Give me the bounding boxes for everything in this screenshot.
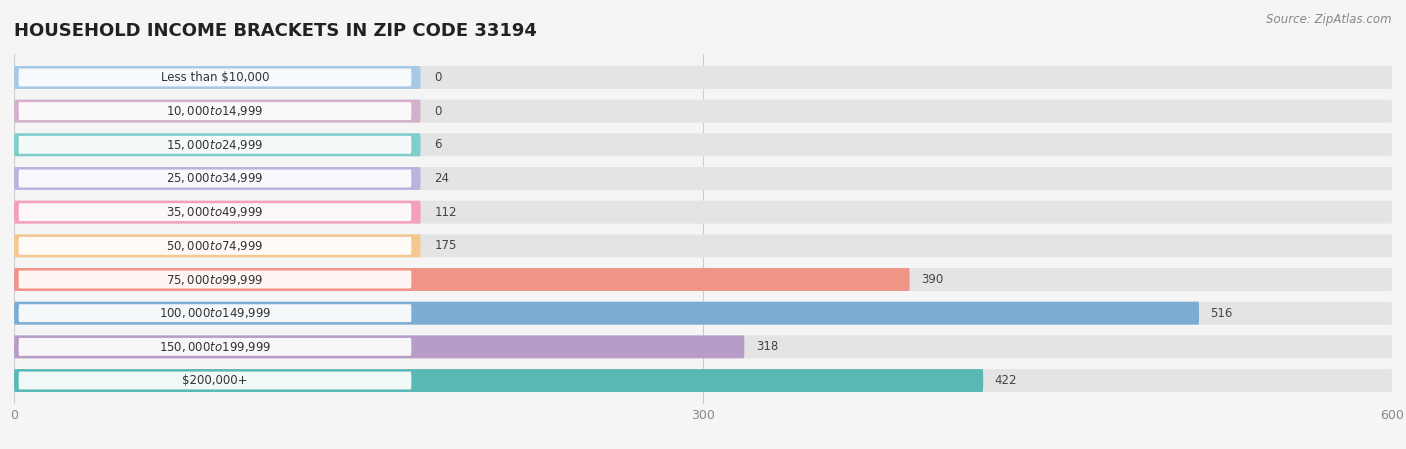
FancyBboxPatch shape (18, 136, 412, 154)
FancyBboxPatch shape (14, 133, 420, 156)
Text: $100,000 to $149,999: $100,000 to $149,999 (159, 306, 271, 320)
FancyBboxPatch shape (14, 133, 1392, 156)
FancyBboxPatch shape (18, 170, 412, 187)
FancyBboxPatch shape (14, 100, 420, 123)
Text: $150,000 to $199,999: $150,000 to $199,999 (159, 340, 271, 354)
FancyBboxPatch shape (18, 338, 412, 356)
FancyBboxPatch shape (14, 234, 420, 257)
FancyBboxPatch shape (14, 100, 1392, 123)
FancyBboxPatch shape (18, 102, 412, 120)
FancyBboxPatch shape (14, 335, 744, 358)
FancyBboxPatch shape (18, 271, 412, 288)
Text: Less than $10,000: Less than $10,000 (160, 71, 270, 84)
FancyBboxPatch shape (14, 167, 1392, 190)
FancyBboxPatch shape (14, 302, 1199, 325)
FancyBboxPatch shape (18, 203, 412, 221)
Text: $35,000 to $49,999: $35,000 to $49,999 (166, 205, 264, 219)
FancyBboxPatch shape (14, 369, 983, 392)
Text: 24: 24 (434, 172, 450, 185)
FancyBboxPatch shape (14, 234, 1392, 257)
Text: $25,000 to $34,999: $25,000 to $34,999 (166, 172, 264, 185)
FancyBboxPatch shape (14, 66, 1392, 89)
Text: 516: 516 (1211, 307, 1233, 320)
FancyBboxPatch shape (18, 237, 412, 255)
Text: 6: 6 (434, 138, 441, 151)
FancyBboxPatch shape (18, 304, 412, 322)
Text: $15,000 to $24,999: $15,000 to $24,999 (166, 138, 264, 152)
Text: 175: 175 (434, 239, 457, 252)
Text: 318: 318 (756, 340, 778, 353)
Text: 390: 390 (921, 273, 943, 286)
Text: $50,000 to $74,999: $50,000 to $74,999 (166, 239, 264, 253)
Text: 0: 0 (434, 105, 441, 118)
FancyBboxPatch shape (18, 372, 412, 389)
Text: $10,000 to $14,999: $10,000 to $14,999 (166, 104, 264, 118)
FancyBboxPatch shape (14, 167, 420, 190)
FancyBboxPatch shape (14, 268, 1392, 291)
Text: 422: 422 (994, 374, 1017, 387)
Text: HOUSEHOLD INCOME BRACKETS IN ZIP CODE 33194: HOUSEHOLD INCOME BRACKETS IN ZIP CODE 33… (14, 22, 537, 40)
Text: $75,000 to $99,999: $75,000 to $99,999 (166, 273, 264, 286)
FancyBboxPatch shape (14, 268, 910, 291)
FancyBboxPatch shape (14, 335, 1392, 358)
FancyBboxPatch shape (14, 369, 1392, 392)
FancyBboxPatch shape (14, 302, 1392, 325)
Text: $200,000+: $200,000+ (183, 374, 247, 387)
Text: 0: 0 (434, 71, 441, 84)
FancyBboxPatch shape (14, 201, 420, 224)
Text: Source: ZipAtlas.com: Source: ZipAtlas.com (1267, 13, 1392, 26)
FancyBboxPatch shape (14, 66, 420, 89)
FancyBboxPatch shape (18, 69, 412, 86)
FancyBboxPatch shape (14, 201, 1392, 224)
Text: 112: 112 (434, 206, 457, 219)
